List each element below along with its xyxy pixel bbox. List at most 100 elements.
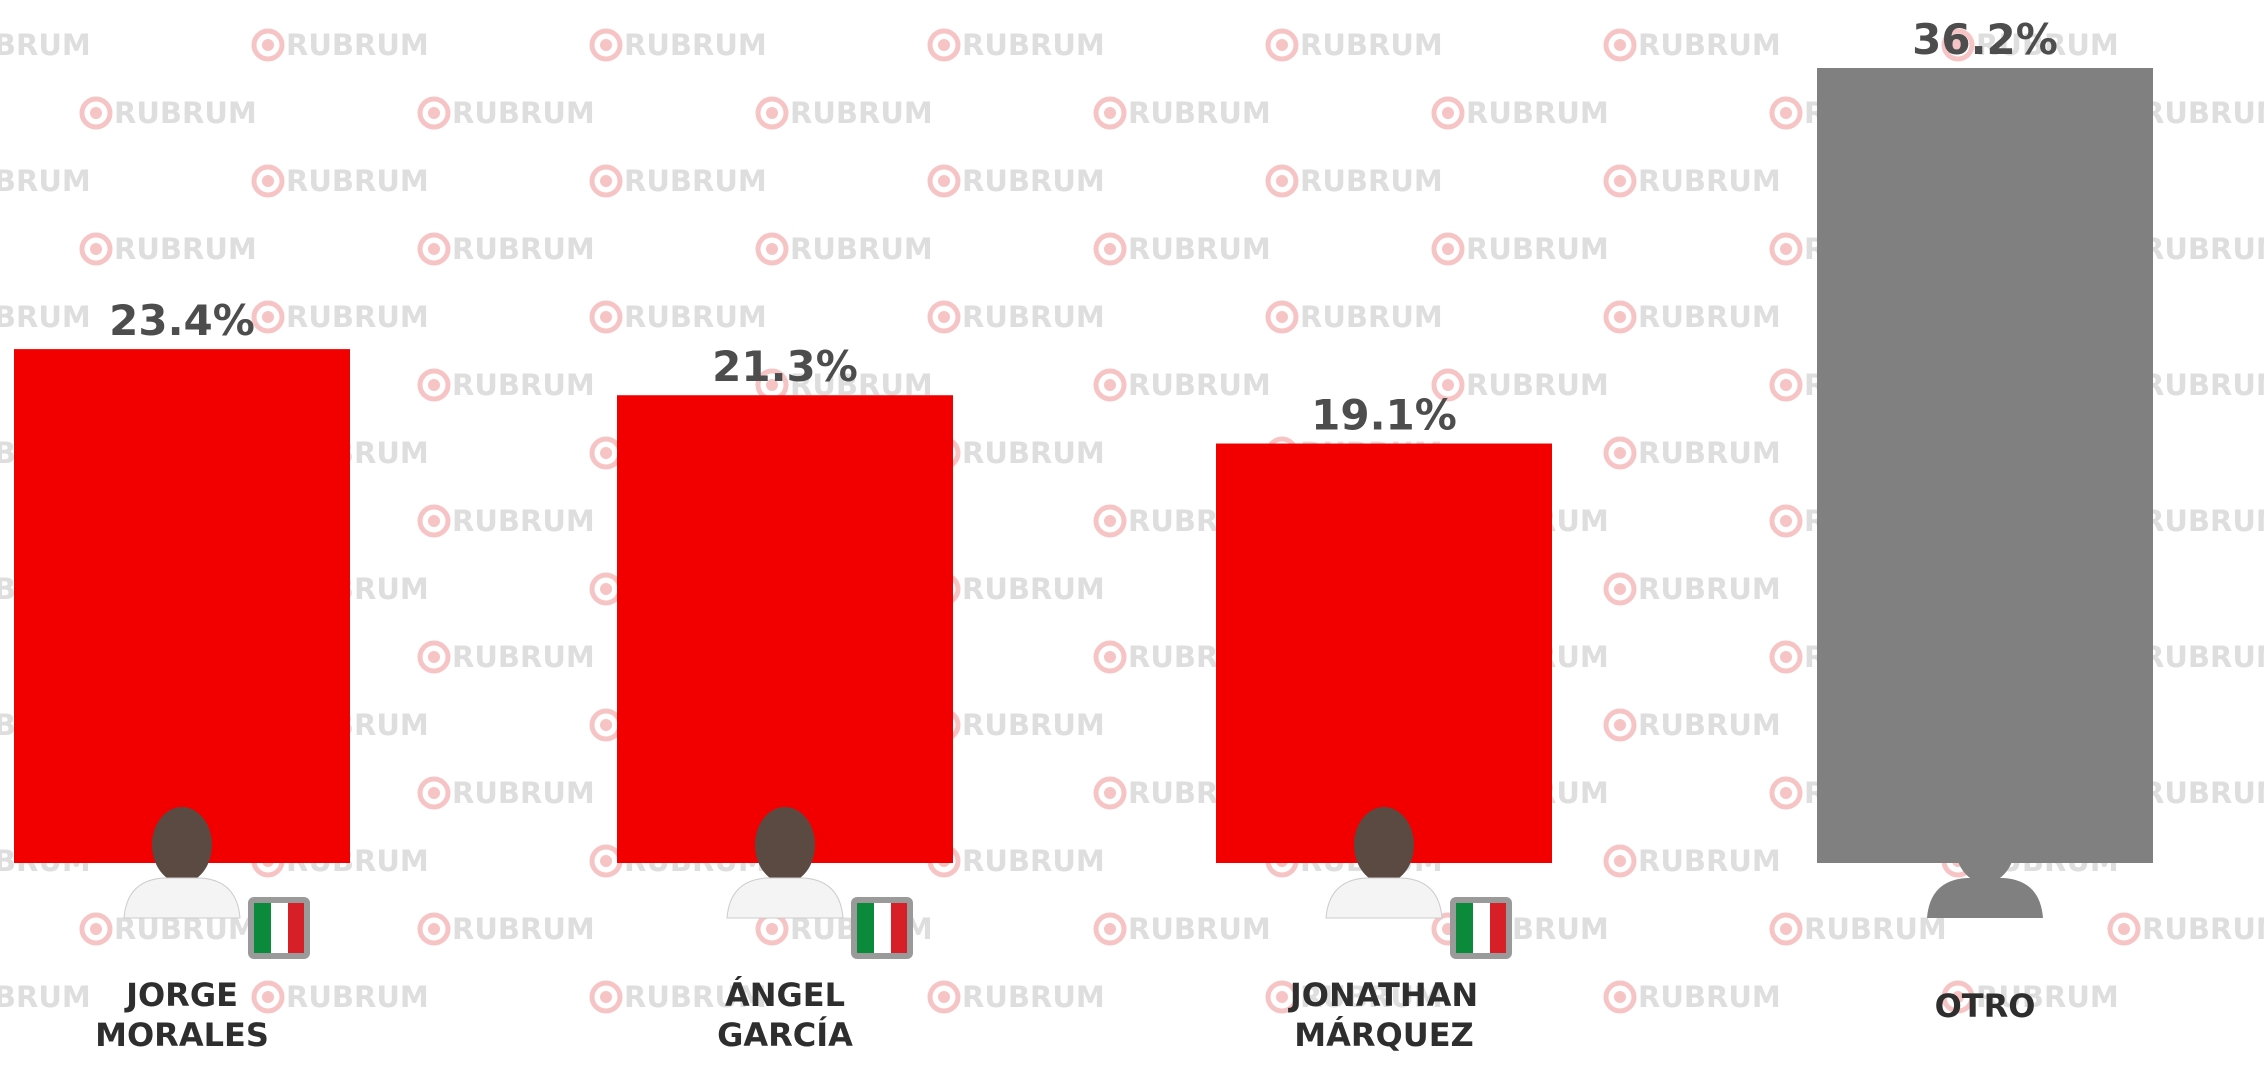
watermark-text: RUBRUM — [624, 300, 767, 334]
watermark-text: RUBRUM — [1638, 980, 1781, 1014]
watermark-icon-dot — [1104, 107, 1116, 119]
watermark-icon-dot — [1104, 923, 1116, 935]
avatar-head — [1354, 807, 1414, 883]
watermark-text: RUBRUM — [114, 96, 257, 130]
party-logo-white — [1473, 903, 1490, 953]
watermark-text: RUBRUM — [452, 232, 595, 266]
party-logo-green — [254, 903, 271, 953]
watermark-text: RUBRUM — [2142, 96, 2264, 130]
watermark-icon-dot — [1276, 311, 1288, 323]
watermark-icon-dot — [938, 991, 950, 1003]
watermark-text: RUBRUM — [2142, 504, 2264, 538]
watermark-text: RUBRUM — [1638, 28, 1781, 62]
watermark-icon-dot — [1104, 243, 1116, 255]
watermark-icon-dot — [600, 719, 612, 731]
watermark-icon-dot — [1780, 515, 1792, 527]
watermark-text: RUBRUM — [0, 300, 91, 334]
watermark-text: RUBRUM — [1804, 912, 1947, 946]
bar — [14, 349, 350, 863]
watermark-text: RUBRUM — [1638, 708, 1781, 742]
avatar-head — [1955, 807, 2015, 883]
avatar-body — [1326, 878, 1442, 918]
watermark-icon-dot — [262, 175, 274, 187]
party-logo-white — [271, 903, 288, 953]
watermark-icon-dot — [90, 107, 102, 119]
category-label: OTRO — [1855, 986, 2115, 1026]
chart: RUBRUM RUBRUM RUBRUM RUBRUM RUBRUM RUBRUM RUBR… — [0, 0, 2264, 1066]
watermark-text: RUBRUM — [1466, 232, 1609, 266]
watermark-icon-dot — [1614, 447, 1626, 459]
party-logo-red — [288, 903, 304, 953]
watermark-text: RUBRUM — [962, 980, 1105, 1014]
watermark-text: RUBRUM — [0, 28, 91, 62]
watermark-text: RUBRUM — [2142, 368, 2264, 402]
watermark-icon-dot — [1780, 379, 1792, 391]
watermark-icon-dot — [1104, 787, 1116, 799]
watermark-icon-dot — [1780, 651, 1792, 663]
watermark-text: RUBRUM — [624, 164, 767, 198]
watermark-icon-dot — [428, 107, 440, 119]
watermark-text: RUBRUM — [2142, 776, 2264, 810]
watermark-text: RUBRUM — [962, 708, 1105, 742]
watermark-text: RUBRUM — [1466, 96, 1609, 130]
watermark-icon-dot — [428, 379, 440, 391]
watermark-text: RUBRUM — [962, 572, 1105, 606]
watermark-text: RUBRUM — [286, 300, 429, 334]
watermark-text: RUBRUM — [962, 844, 1105, 878]
avatar-head — [755, 807, 815, 883]
watermark-text: RUBRUM — [1128, 96, 1271, 130]
watermark-text: RUBRUM — [790, 232, 933, 266]
category-label: JONATHAN MÁRQUEZ — [1254, 975, 1514, 1055]
watermark-text: RUBRUM — [452, 504, 595, 538]
watermark-icon-dot — [1780, 787, 1792, 799]
avatar-head — [152, 807, 212, 883]
bar — [617, 395, 953, 863]
watermark-icon-dot — [1442, 107, 1454, 119]
watermark-icon-dot — [938, 175, 950, 187]
watermark-text: RUBRUM — [452, 640, 595, 674]
watermark-text: RUBRUM — [624, 28, 767, 62]
watermark-text: RUBRUM — [1638, 164, 1781, 198]
watermark-text: RUBRUM — [962, 300, 1105, 334]
watermark-icon-dot — [1442, 243, 1454, 255]
party-logo-red — [891, 903, 907, 953]
category-label: JORGE MORALES — [52, 975, 312, 1055]
watermark-icon-dot — [428, 651, 440, 663]
watermark-text: RUBRUM — [286, 28, 429, 62]
value-label: 19.1% — [1311, 391, 1457, 440]
watermark-text: RUBRUM — [1638, 436, 1781, 470]
avatar-body — [727, 878, 843, 918]
watermark-icon-dot — [600, 39, 612, 51]
watermark-icon-dot — [1104, 379, 1116, 391]
watermark-text: RUBRUM — [1128, 912, 1271, 946]
watermark-text: RUBRUM — [1300, 164, 1443, 198]
party-logo-green — [1456, 903, 1473, 953]
watermark-icon-dot — [1276, 39, 1288, 51]
watermark-icon-dot — [600, 175, 612, 187]
watermark-text: RUBRUM — [114, 232, 257, 266]
watermark-icon-dot — [428, 515, 440, 527]
watermark-icon-dot — [600, 583, 612, 595]
watermark-text: RUBRUM — [2142, 912, 2264, 946]
watermark-icon-dot — [1614, 855, 1626, 867]
watermark-icon-dot — [1442, 379, 1454, 391]
watermark-icon-dot — [766, 243, 778, 255]
watermark-icon-dot — [1780, 243, 1792, 255]
watermark-icon-dot — [766, 107, 778, 119]
watermark-text: RUBRUM — [1128, 368, 1271, 402]
watermark-icon-dot — [262, 311, 274, 323]
watermark-text: RUBRUM — [790, 96, 933, 130]
chart-canvas: RUBRUM RUBRUM RUBRUM RUBRUM RUBRUM RUBRUM RUBR… — [0, 0, 2264, 1066]
watermark-text: RUBRUM — [286, 164, 429, 198]
watermark-icon-dot — [1780, 923, 1792, 935]
category-label: ÁNGEL GARCÍA — [655, 975, 915, 1055]
value-label: 23.4% — [109, 296, 255, 345]
watermark-icon-dot — [938, 311, 950, 323]
watermark-text: RUBRUM — [452, 96, 595, 130]
party-logo-white — [874, 903, 891, 953]
watermark-icon-dot — [428, 787, 440, 799]
watermark-text: RUBRUM — [452, 912, 595, 946]
bars-layer: 23.4%21.3%19.1%36.2% — [14, 15, 2153, 959]
watermark-icon-dot — [1780, 107, 1792, 119]
watermark-icon-dot — [1104, 515, 1116, 527]
